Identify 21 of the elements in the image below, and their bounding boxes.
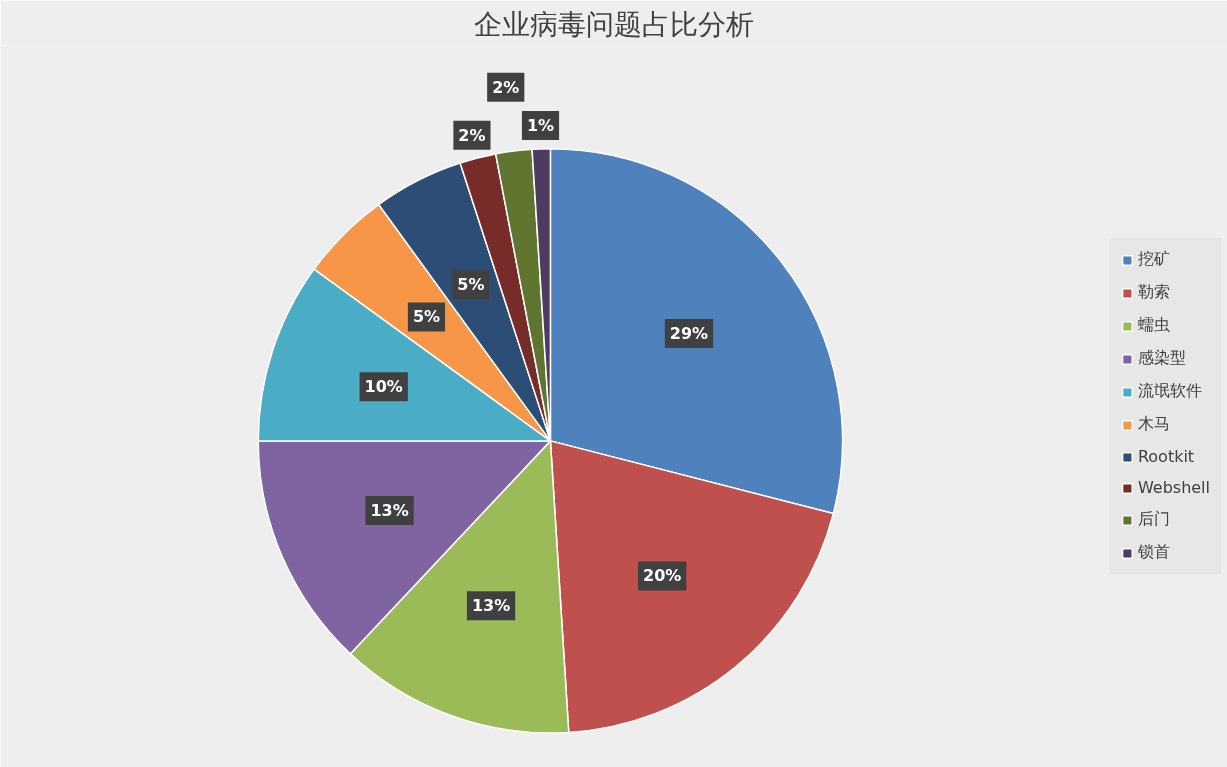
data-label: 2% [492, 77, 520, 97]
legend-label: 流氓软件 [1137, 381, 1202, 402]
data-label: 5% [412, 307, 441, 327]
legend-label: 木马 [1137, 414, 1170, 435]
legend-label: 锁首 [1137, 542, 1170, 563]
data-label: 29% [669, 323, 709, 343]
legend-label: Webshell [1137, 478, 1210, 497]
legend-label: 感染型 [1137, 348, 1186, 369]
legend-label: 挖矿 [1137, 249, 1170, 270]
data-label: 13% [471, 596, 511, 616]
legend-label: 勒索 [1137, 282, 1170, 303]
data-label: 20% [643, 566, 682, 586]
data-label: 5% [457, 275, 485, 295]
chart-title: 企业病毒问题占比分析 [474, 7, 754, 41]
data-label: 10% [364, 377, 403, 397]
data-label: 13% [370, 501, 409, 521]
legend-label: 后门 [1137, 509, 1170, 530]
legend-label: 蠕虫 [1137, 315, 1170, 336]
data-label: 2% [458, 125, 486, 145]
legend-label: Rootkit [1137, 447, 1195, 466]
data-label: 1% [526, 115, 555, 135]
